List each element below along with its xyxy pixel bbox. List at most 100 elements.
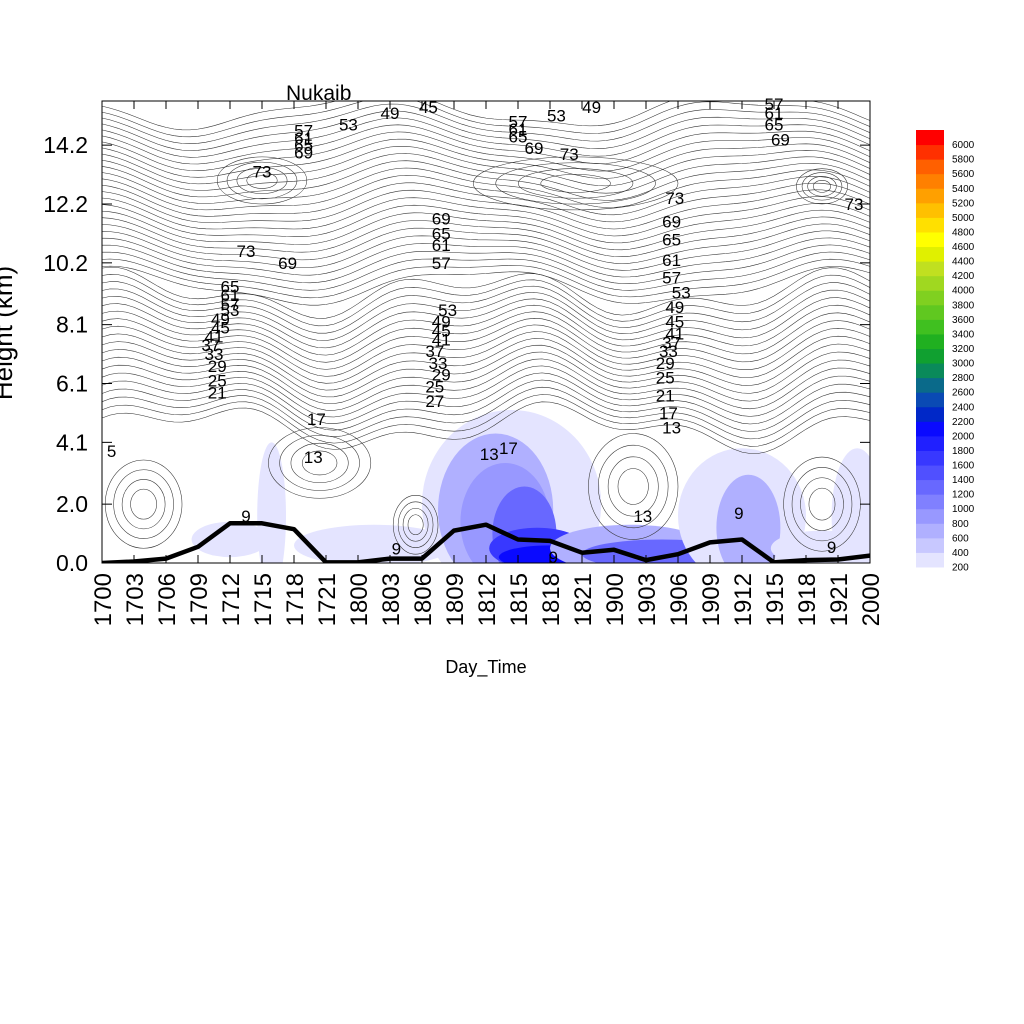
contour-line — [102, 288, 870, 341]
colorbar-swatch — [916, 479, 944, 495]
contour-label: 13 — [662, 419, 681, 438]
contour-label: 73 — [665, 189, 684, 208]
contour-line — [102, 131, 870, 172]
contour-label: 73 — [560, 145, 579, 164]
contour-loop — [279, 435, 360, 491]
x-tick-label: 1800 — [346, 573, 373, 626]
contour-line — [102, 189, 870, 230]
contour-line — [102, 124, 870, 165]
contour-label: 49 — [582, 98, 601, 117]
contour-label: 53 — [438, 301, 457, 320]
colorbar-swatch — [916, 392, 944, 408]
contour-label: 57 — [221, 295, 240, 314]
x-tick-label: 1700 — [90, 573, 117, 626]
axes: 1700 1703 1706 1709 1712 1715 1718 1721 1800 1803… — [43, 101, 885, 626]
colorbar-label: 2600 — [952, 388, 975, 399]
contour-line — [102, 101, 870, 131]
contour-loop — [407, 514, 424, 536]
contour-line — [102, 103, 870, 144]
x-tick-label: 1909 — [698, 573, 725, 626]
contour-label: 9 — [392, 539, 401, 558]
contour-line — [102, 281, 870, 334]
y-axis-label: Height (km) — [0, 266, 18, 400]
colorbar-swatch — [916, 173, 944, 189]
contour-line — [102, 274, 870, 327]
colorbar-label: 600 — [952, 533, 969, 544]
x-tick-label: 1821 — [570, 573, 597, 626]
contour-label: 29 — [656, 354, 675, 373]
contour-label: 37 — [425, 342, 444, 361]
contour-loop — [540, 174, 611, 193]
y-tick-label: 6.1 — [56, 370, 88, 396]
contour-line — [102, 110, 870, 151]
contour-line — [102, 175, 870, 216]
contour-label: 9 — [827, 538, 836, 557]
contour-loop — [808, 487, 836, 521]
contour-label: 9 — [241, 507, 250, 526]
contour-line — [102, 230, 870, 271]
colorbar-swatch — [916, 465, 944, 481]
colorbar-label: 5400 — [952, 184, 975, 195]
contour-loop — [392, 495, 439, 555]
contour-label: 29 — [208, 357, 227, 376]
contour-label: 61 — [662, 251, 681, 270]
x-tick-label: 1912 — [730, 573, 757, 626]
colorbar-label: 4000 — [952, 286, 975, 297]
y-tick-label: 8.1 — [56, 312, 88, 338]
colorbar-label: 3400 — [952, 329, 975, 340]
contour-line — [102, 365, 870, 418]
contour-loop — [791, 467, 853, 542]
contour-loop — [246, 172, 278, 189]
contour-loop — [397, 501, 434, 548]
colorbar-swatch — [916, 144, 944, 160]
contour-label: 25 — [208, 372, 227, 391]
contour-loop — [495, 162, 656, 205]
colorbar-swatch — [916, 261, 944, 277]
contour-line — [102, 117, 870, 158]
contour-loop — [236, 166, 288, 194]
colorbar-label: 400 — [952, 548, 969, 559]
colorbar-label: 4600 — [952, 242, 975, 253]
colorbar-swatch — [916, 130, 944, 146]
contour-label: 17 — [659, 404, 678, 423]
contour-line — [102, 146, 870, 187]
contour-label: 49 — [211, 310, 230, 329]
contour-loop — [113, 469, 174, 539]
colorbar-label: 4400 — [952, 257, 975, 268]
colorbar-swatch — [916, 333, 944, 349]
contour-loop — [801, 172, 843, 201]
colorbar-label: 4800 — [952, 227, 975, 238]
contour-label: 57 — [294, 121, 313, 140]
colorbar-label: 1800 — [952, 446, 975, 457]
y-tick-label: 12.2 — [43, 191, 88, 217]
contour-loop — [216, 156, 308, 205]
contour-label: 57 — [662, 269, 681, 288]
contour-lines — [102, 101, 870, 555]
contour-label: 33 — [205, 345, 224, 364]
contour-loop — [268, 427, 372, 499]
contour-line — [102, 266, 870, 319]
contour-label: 69 — [662, 213, 681, 232]
contour-label: 13 — [480, 445, 499, 464]
x-tick-label: 1806 — [410, 573, 437, 626]
contour-line — [102, 394, 870, 447]
colorbar-label: 3800 — [952, 300, 975, 311]
contour-label: 33 — [429, 354, 448, 373]
colorbar-swatch — [916, 319, 944, 335]
contour-loop — [517, 168, 634, 199]
contour-label: 69 — [771, 130, 790, 149]
colorbar-swatch — [916, 406, 944, 422]
contour-label: 41 — [205, 327, 224, 346]
contour-label: 69 — [278, 254, 297, 273]
contour-label: 53 — [672, 283, 691, 302]
contour-label: 53 — [339, 116, 358, 135]
contour-label: 65 — [294, 136, 313, 155]
colorbar-swatch — [916, 494, 944, 510]
contour-line — [102, 318, 870, 370]
contour-label: 45 — [432, 322, 451, 341]
contour-label: 37 — [201, 336, 220, 355]
colorbar-swatch — [916, 231, 944, 248]
contour-label: 9 — [734, 504, 743, 523]
